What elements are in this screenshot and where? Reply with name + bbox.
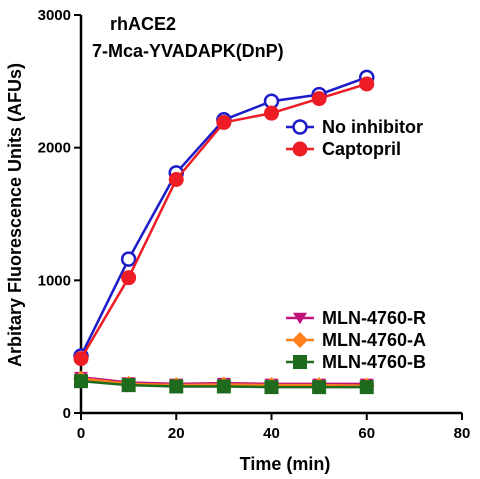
y-tick-label: 1000 <box>38 272 71 289</box>
legend-label: MLN-4760-B <box>322 352 426 372</box>
data-point <box>121 270 137 286</box>
data-point <box>264 380 279 395</box>
data-point <box>169 379 184 394</box>
data-point <box>216 379 231 394</box>
legend-marker <box>292 119 308 135</box>
x-tick-label: 60 <box>358 425 375 442</box>
legend-marker <box>292 141 308 157</box>
data-point <box>74 374 88 389</box>
series-layer <box>73 69 375 395</box>
x-tick-label: 20 <box>168 425 185 442</box>
x-axis-title: Time (min) <box>240 454 331 474</box>
data-point <box>168 172 184 188</box>
legend-entry: No inhibitor <box>286 117 423 137</box>
series-mln-4760-b <box>74 374 374 395</box>
data-point <box>359 380 374 395</box>
legend-entry: Captopril <box>286 139 401 159</box>
x-tick-label: 80 <box>454 425 471 442</box>
data-point <box>312 380 327 395</box>
legend-marker <box>292 332 308 348</box>
y-axis-title: Arbitary Fluorescence Units (AFUs) <box>5 63 25 367</box>
data-point <box>120 251 137 267</box>
data-point <box>121 378 136 393</box>
legend-label: MLN-4760-A <box>322 330 426 350</box>
data-point <box>311 91 327 107</box>
legend-entry: MLN-4760-B <box>286 352 426 372</box>
legend-marker <box>293 355 307 369</box>
data-point <box>216 114 232 130</box>
x-tick-label: 40 <box>263 425 280 442</box>
data-point <box>264 105 279 121</box>
data-point <box>73 351 89 367</box>
legend-entry: MLN-4760-R <box>286 308 426 328</box>
legend-label: No inhibitor <box>322 117 423 137</box>
legend-label: MLN-4760-R <box>322 308 426 328</box>
legend-label: Captopril <box>322 139 401 159</box>
legend-entry: MLN-4760-A <box>286 330 426 350</box>
y-tick-label: 3000 <box>38 7 71 24</box>
y-tick-label: 2000 <box>38 140 71 157</box>
series-captopril <box>73 76 375 367</box>
annotation-substrate: 7-Mca-YVADAPK(DnP) <box>92 41 284 61</box>
legend-marker <box>293 312 307 325</box>
annotation-enzyme: rhACE2 <box>110 14 176 34</box>
legend: No inhibitorCaptoprilMLN-4760-RMLN-4760-… <box>286 117 426 372</box>
y-tick-label: 0 <box>63 405 71 422</box>
data-point <box>359 76 375 92</box>
x-tick-label: 0 <box>77 425 85 442</box>
axes: 0 1000 2000 3000 0 20 40 60 80 <box>38 7 471 442</box>
